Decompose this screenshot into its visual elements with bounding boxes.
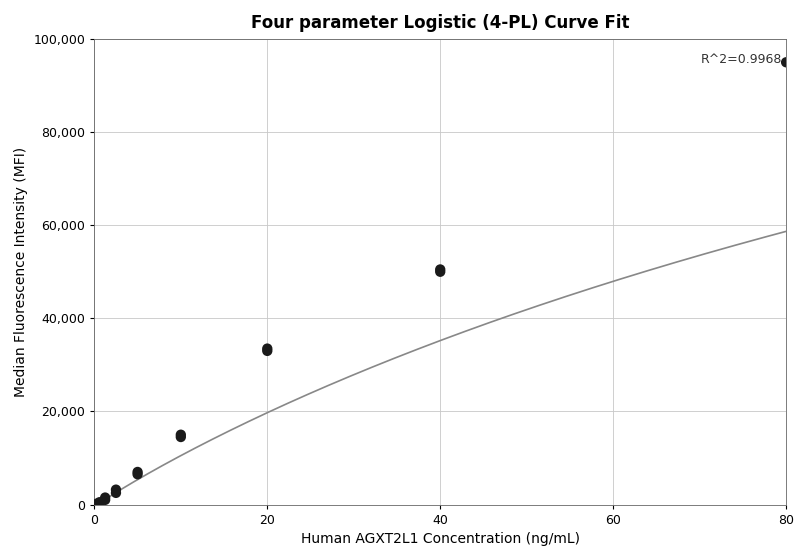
Text: R^2=0.9968: R^2=0.9968 <box>701 53 782 66</box>
Point <box>93 498 106 507</box>
Point <box>131 470 144 479</box>
Point <box>99 493 112 502</box>
Title: Four parameter Logistic (4-PL) Curve Fit: Four parameter Logistic (4-PL) Curve Fit <box>251 14 629 32</box>
Y-axis label: Median Fluorescence Intensity (MFI): Median Fluorescence Intensity (MFI) <box>14 147 28 397</box>
Point <box>110 485 123 494</box>
Point <box>434 267 447 276</box>
Point <box>110 488 123 497</box>
Point <box>434 265 447 274</box>
Point <box>175 430 187 439</box>
Point <box>261 347 274 356</box>
X-axis label: Human AGXT2L1 Concentration (ng/mL): Human AGXT2L1 Concentration (ng/mL) <box>301 532 579 546</box>
Point <box>90 499 103 508</box>
Point <box>131 468 144 477</box>
Point <box>175 432 187 441</box>
Point <box>99 496 112 505</box>
Point <box>261 344 274 353</box>
Point <box>780 58 793 67</box>
